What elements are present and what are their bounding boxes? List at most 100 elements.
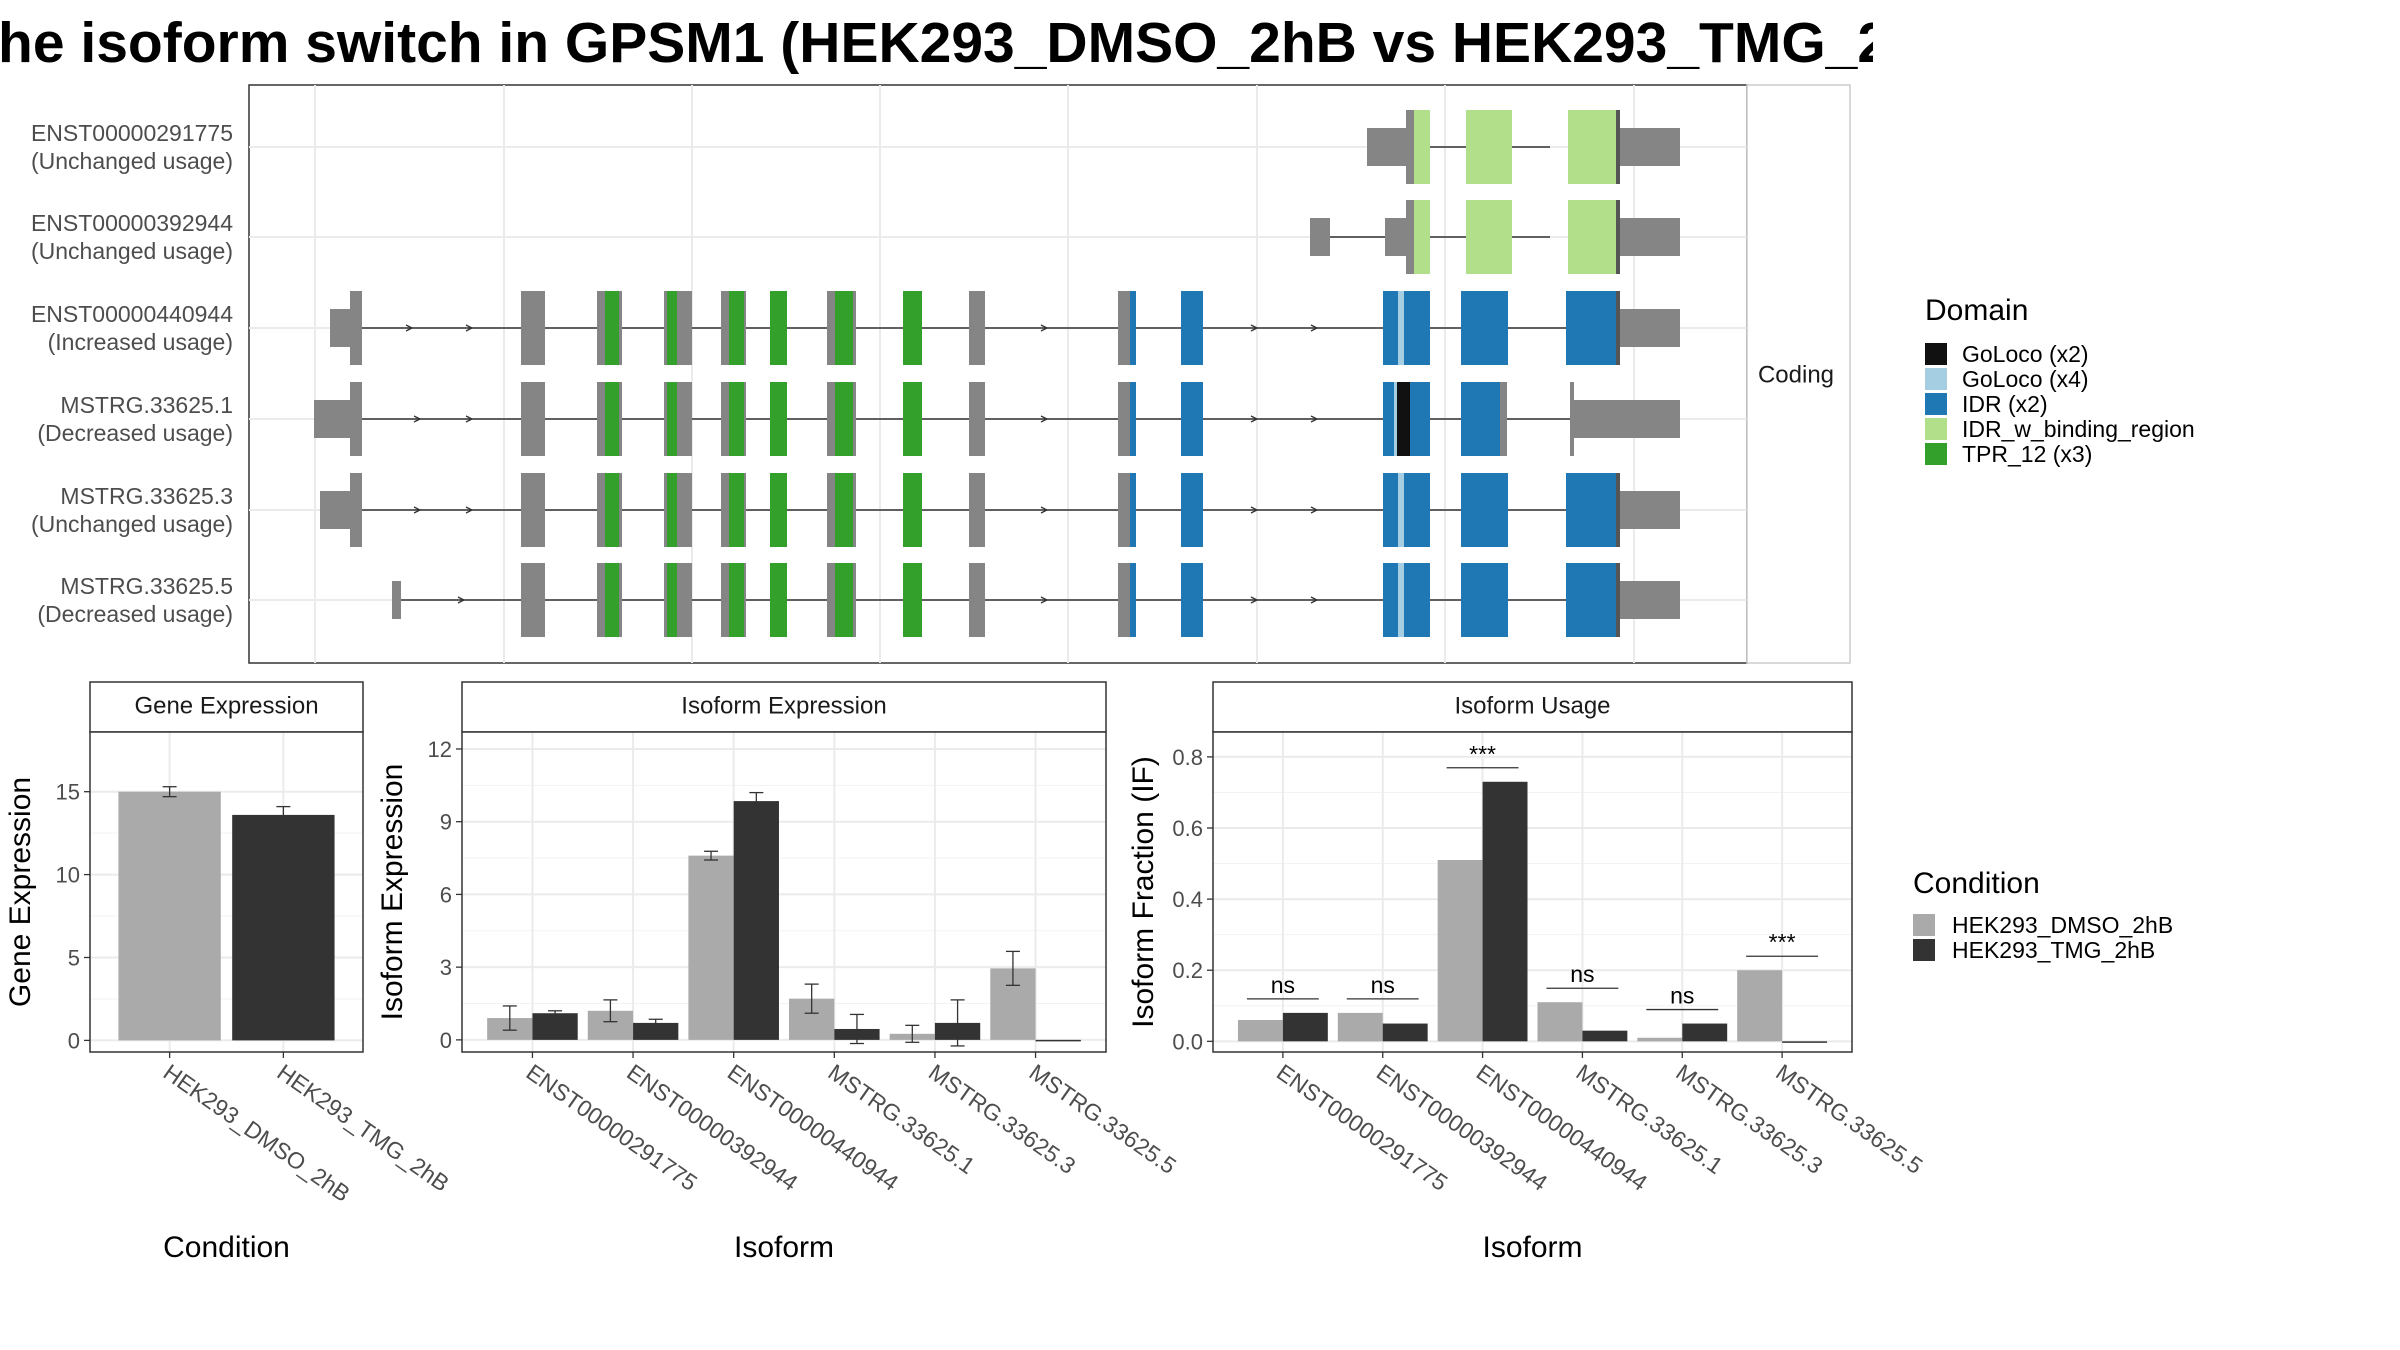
y-tick-label: 12 — [428, 737, 452, 762]
exon-block — [667, 382, 677, 456]
exon-block — [330, 309, 350, 347]
transcript-usage-label: (Unchanged usage) — [31, 148, 233, 174]
exon-block — [1397, 382, 1410, 456]
exon-block — [320, 491, 350, 529]
exon-block — [835, 563, 853, 637]
exon-block — [1620, 218, 1680, 256]
y-tick-label: 0.2 — [1172, 958, 1203, 983]
exon-block — [1181, 382, 1203, 456]
exon-block — [521, 473, 545, 547]
exon-block — [605, 563, 619, 637]
exon-block — [1394, 382, 1397, 456]
exon-block — [729, 382, 744, 456]
exon-block — [1130, 291, 1136, 365]
x-axis-title: Isoform — [734, 1231, 834, 1264]
exon-block — [1566, 291, 1616, 365]
exon-block — [1500, 382, 1507, 456]
domain-legend-label: IDR (x2) — [1962, 391, 2048, 417]
y-tick-label: 0.0 — [1172, 1029, 1203, 1054]
transcript-id-label: MSTRG.33625.5 — [60, 573, 233, 599]
exon-block — [1466, 200, 1512, 274]
exon-block — [1130, 382, 1136, 456]
panel-strip-label: Isoform Expression — [681, 692, 886, 719]
exon-block — [1310, 218, 1330, 256]
x-tick-label: ENST00000291775 — [522, 1059, 702, 1196]
transcript-id-label: MSTRG.33625.1 — [60, 392, 233, 418]
exon-block — [1616, 473, 1620, 547]
x-tick-label: ENST00000392944 — [622, 1059, 803, 1196]
y-axis-title: Gene Expression — [4, 777, 37, 1007]
exon-block — [1383, 382, 1394, 456]
panel-border — [461, 731, 1107, 1053]
exon-block — [1616, 200, 1620, 274]
x-tick-label: ENST00000440944 — [723, 1059, 904, 1196]
y-tick-label: 0.8 — [1172, 745, 1203, 770]
condition-legend-swatch — [1913, 939, 1935, 961]
transcript-track — [330, 291, 1680, 365]
x-axis-title: Condition — [163, 1231, 290, 1264]
strand-arrow — [413, 506, 422, 514]
strand-arrow — [1250, 324, 1259, 332]
exon-block — [903, 382, 922, 456]
y-tick-label: 0 — [440, 1028, 452, 1053]
exon-block — [1130, 473, 1136, 547]
strand-arrow — [1310, 324, 1319, 332]
data-bar — [1337, 1012, 1383, 1042]
exon-block — [729, 563, 744, 637]
exon-block — [1398, 563, 1404, 637]
exon-block — [1570, 382, 1574, 456]
domain-legend-swatch — [1925, 368, 1947, 390]
page-title: he isoform switch in GPSM1 (HEK293_DMSO_… — [0, 11, 1873, 75]
exon-block — [1574, 400, 1680, 438]
data-bar — [1382, 1023, 1428, 1042]
domain-legend: Domain GoLoco (x2)GoLoco (x4)IDR (x2)IDR_… — [1925, 294, 2195, 467]
transcript-track — [314, 382, 1680, 456]
y-axis-title: Isoform Fraction (IF) — [1127, 756, 1160, 1028]
data-bar — [1035, 1039, 1081, 1042]
exon-block — [835, 291, 853, 365]
exon-block — [1466, 110, 1512, 184]
exon-block — [1118, 382, 1130, 456]
strand-arrow — [457, 596, 466, 604]
exon-block — [835, 473, 853, 547]
panel-strip — [1212, 681, 1853, 733]
domain-legend-label: GoLoco (x4) — [1962, 366, 2089, 392]
domain-legend-label: TPR_12 (x3) — [1962, 441, 2092, 467]
strand-arrow — [1040, 596, 1049, 604]
y-tick-label: 3 — [440, 955, 452, 980]
data-bar — [1482, 781, 1528, 1042]
exon-block — [1616, 291, 1620, 365]
data-bar — [118, 791, 221, 1041]
strand-arrow — [1310, 596, 1319, 604]
exon-block — [605, 473, 619, 547]
panel-strip — [461, 681, 1107, 733]
exon-block — [1383, 473, 1398, 547]
exon-block — [350, 291, 362, 365]
x-tick-label: HEK293_DMSO_2hB — [159, 1059, 355, 1207]
panel-strip-label: Gene Expression — [134, 692, 318, 719]
exon-block — [770, 382, 787, 456]
condition-legend-title: Condition — [1913, 867, 2040, 900]
data-bar — [688, 855, 734, 1040]
exon-block — [1118, 291, 1130, 365]
domain-legend-swatch — [1925, 393, 1947, 415]
exon-block — [770, 291, 787, 365]
strand-arrow — [413, 415, 422, 423]
exon-block — [969, 382, 985, 456]
exon-block — [903, 473, 922, 547]
exon-block — [770, 563, 787, 637]
transcript-track — [320, 473, 1680, 547]
exon-block — [1414, 200, 1430, 274]
bar-panel: Isoform Expression 0 3 6 9 12 ENST00000291775E… — [376, 681, 1181, 1264]
data-bar — [1637, 1037, 1683, 1042]
panel-border — [89, 731, 364, 1053]
exon-block — [667, 563, 677, 637]
data-bar — [1782, 1041, 1828, 1043]
exon-block — [1404, 473, 1430, 547]
strand-arrow — [1040, 415, 1049, 423]
domain-legend-swatch — [1925, 343, 1947, 365]
transcript-track — [1367, 110, 1680, 184]
y-tick-label: 0.4 — [1172, 887, 1203, 912]
exon-block — [1398, 473, 1404, 547]
